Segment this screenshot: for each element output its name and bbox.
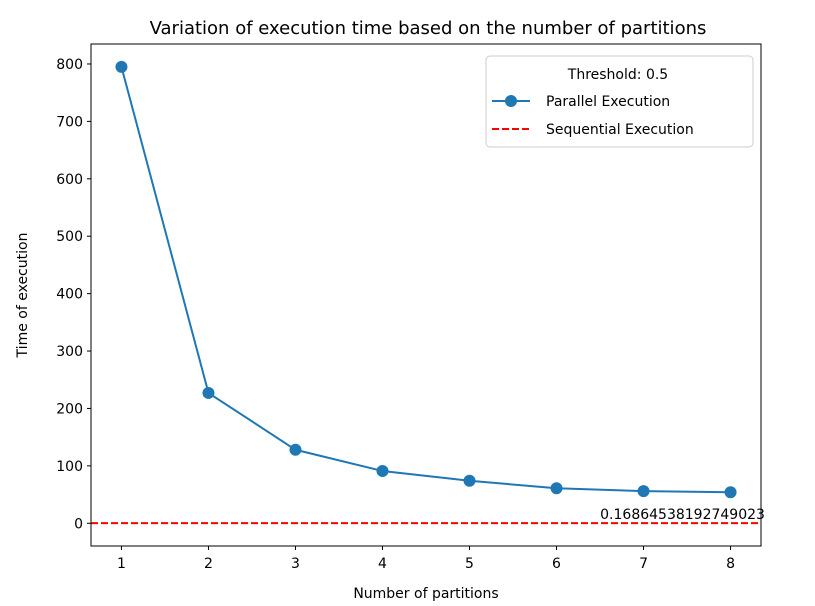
y-tick-label: 0 bbox=[74, 516, 83, 532]
chart-title: Variation of execution time based on the… bbox=[150, 18, 707, 39]
x-axis-label: Number of partitions bbox=[353, 586, 498, 602]
y-tick-label: 600 bbox=[56, 172, 83, 188]
data-point bbox=[289, 443, 302, 456]
x-tick-label: 3 bbox=[291, 556, 300, 572]
sequential-execution-annotation: 0.16864538192749023 bbox=[600, 507, 765, 523]
x-tick-label: 7 bbox=[639, 556, 648, 572]
y-tick-label: 100 bbox=[56, 459, 83, 475]
x-tick-label: 1 bbox=[117, 556, 126, 572]
legend-marker-parallel bbox=[505, 95, 517, 107]
legend-label-parallel: Parallel Execution bbox=[546, 94, 670, 110]
plot-area: 0.16864538192749023 bbox=[91, 60, 765, 525]
y-tick-label: 400 bbox=[56, 287, 83, 303]
legend: Threshold: 0.5 Parallel Execution Sequenti… bbox=[485, 55, 754, 148]
x-axis: 1 2 3 4 5 6 7 8 bbox=[117, 546, 735, 572]
legend-title: Threshold: 0.5 bbox=[567, 67, 668, 83]
y-tick-label: 700 bbox=[56, 114, 83, 130]
legend-box bbox=[485, 55, 754, 148]
y-axis: 0 100 200 300 400 500 600 700 800 bbox=[56, 57, 91, 532]
x-tick-label: 4 bbox=[378, 556, 387, 572]
plot-frame bbox=[90, 43, 762, 547]
legend-label-sequential: Sequential Execution bbox=[546, 122, 694, 138]
data-point bbox=[376, 465, 389, 478]
data-point bbox=[550, 482, 563, 495]
y-tick-label: 200 bbox=[56, 401, 83, 417]
y-tick-label: 800 bbox=[56, 57, 83, 73]
data-point bbox=[463, 474, 476, 487]
y-tick-label: 500 bbox=[56, 229, 83, 245]
y-tick-label: 300 bbox=[56, 344, 83, 360]
x-tick-label: 8 bbox=[726, 556, 735, 572]
x-tick-label: 5 bbox=[465, 556, 474, 572]
x-tick-label: 6 bbox=[552, 556, 561, 572]
data-point bbox=[637, 485, 650, 498]
data-point bbox=[202, 386, 215, 399]
data-point bbox=[115, 60, 128, 73]
series-line-parallel-execution bbox=[120, 66, 731, 494]
y-axis-label: Time of execution bbox=[15, 233, 31, 359]
data-point bbox=[724, 486, 737, 499]
x-tick-label: 2 bbox=[204, 556, 213, 572]
